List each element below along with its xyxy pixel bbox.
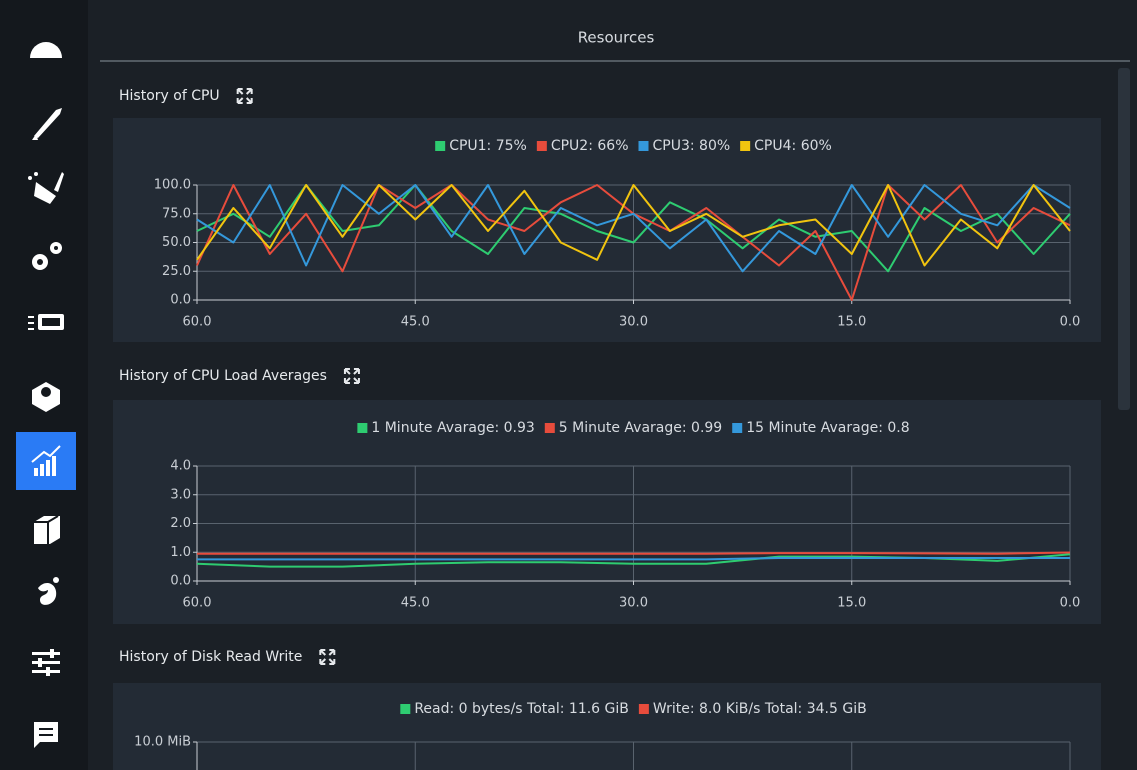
y-tick-label: 10.0 MiB	[134, 735, 191, 750]
page-title: Resources	[578, 29, 655, 47]
uninstaller-icon[interactable]	[32, 382, 60, 412]
x-tick-label: 60.0	[183, 596, 212, 611]
settings-icon[interactable]	[32, 649, 60, 676]
x-tick-label: 0.0	[1060, 315, 1081, 330]
legend: 1 Minute Avarage: 0.93 5 Minute Avarage: …	[357, 420, 910, 436]
legend-swatch	[732, 423, 743, 433]
expand-arrow	[353, 377, 360, 384]
resources-icon[interactable]	[31, 445, 61, 476]
x-tick-label: 60.0	[183, 315, 212, 330]
processes-icon[interactable]	[28, 314, 64, 330]
expand-icon[interactable]	[343, 368, 360, 384]
x-tick-label: 30.0	[619, 596, 648, 611]
y-tick-label: 1.0	[170, 545, 191, 560]
expand-arrow	[353, 368, 360, 375]
expand-icon[interactable]	[319, 649, 336, 665]
legend-swatch	[638, 141, 649, 151]
gnome-icon[interactable]	[38, 577, 59, 605]
section-title: History of CPU	[119, 88, 220, 104]
expand-arrow	[245, 97, 253, 104]
legend-label: 5 Minute Avarage: 0.99	[559, 420, 722, 436]
apt-icon[interactable]	[34, 515, 60, 544]
x-tick-label: 15.0	[837, 315, 866, 330]
expand-arrow	[236, 97, 244, 104]
expand-arrow	[236, 88, 244, 95]
expand-arrow	[343, 377, 351, 384]
y-tick-label: 75.0	[162, 206, 191, 221]
expand-arrow	[328, 649, 336, 656]
cleaner-icon[interactable]	[28, 172, 64, 204]
x-tick-label: 45.0	[401, 315, 430, 330]
x-tick-label: 0.0	[1060, 596, 1081, 611]
chart-panel	[113, 683, 1101, 770]
legend-swatch	[740, 141, 751, 151]
y-tick-label: 0.0	[170, 293, 191, 308]
x-tick-label: 30.0	[619, 315, 648, 330]
legend-label: CPU1: 75%	[449, 138, 527, 154]
legend-swatch	[435, 141, 446, 151]
series-line	[196, 184, 1071, 273]
series-line	[197, 551, 1071, 555]
section-title: History of Disk Read Write	[119, 649, 302, 665]
sidebar-icons	[28, 42, 64, 748]
legend-label: Read: 0 bytes/s Total: 11.6 GiB	[414, 701, 629, 717]
expand-arrow	[245, 88, 253, 95]
legend-swatch	[638, 704, 649, 714]
legend-swatch	[544, 423, 555, 433]
feedback-icon[interactable]	[34, 722, 58, 748]
services-icon[interactable]	[32, 242, 62, 270]
expand-arrow	[328, 658, 336, 665]
legend-swatch	[357, 423, 368, 433]
y-tick-label: 100.0	[154, 178, 191, 193]
legend-label: CPU3: 80%	[653, 138, 731, 154]
startup-icon[interactable]	[32, 108, 62, 140]
chart-panel	[113, 118, 1101, 342]
legend: Read: 0 bytes/s Total: 11.6 GiB Write: 8.…	[400, 701, 867, 717]
section-title: History of CPU Load Averages	[119, 368, 327, 384]
expand-arrow	[319, 649, 327, 656]
y-tick-label: 0.0	[170, 574, 191, 589]
y-tick-label: 3.0	[170, 487, 191, 502]
x-tick-label: 45.0	[401, 596, 430, 611]
series-line	[196, 184, 1071, 267]
chart-panel	[113, 400, 1101, 624]
legend-label: 15 Minute Avarage: 0.8	[746, 420, 909, 436]
legend: CPU1: 75% CPU2: 66% CPU3: 80% CPU4: 60%	[435, 138, 832, 154]
legend-label: CPU2: 66%	[551, 138, 629, 154]
expand-icon[interactable]	[236, 88, 253, 104]
legend-swatch	[400, 704, 411, 714]
legend-label: Write: 8.0 KiB/s Total: 34.5 GiB	[653, 701, 867, 717]
y-tick-label: 25.0	[162, 264, 191, 279]
legend-label: 1 Minute Avarage: 0.93	[371, 420, 534, 436]
legend-swatch	[536, 141, 547, 151]
y-tick-label: 2.0	[170, 516, 191, 531]
dashboard-icon[interactable]	[30, 42, 62, 58]
y-tick-label: 4.0	[170, 459, 191, 474]
expand-arrow	[343, 368, 351, 375]
expand-arrow	[319, 658, 327, 665]
series-line	[197, 557, 1070, 561]
x-tick-label: 15.0	[837, 596, 866, 611]
scrollbar[interactable]	[1118, 68, 1130, 410]
series-line	[196, 184, 1071, 273]
y-tick-label: 50.0	[162, 235, 191, 250]
legend-label: CPU4: 60%	[754, 138, 832, 154]
